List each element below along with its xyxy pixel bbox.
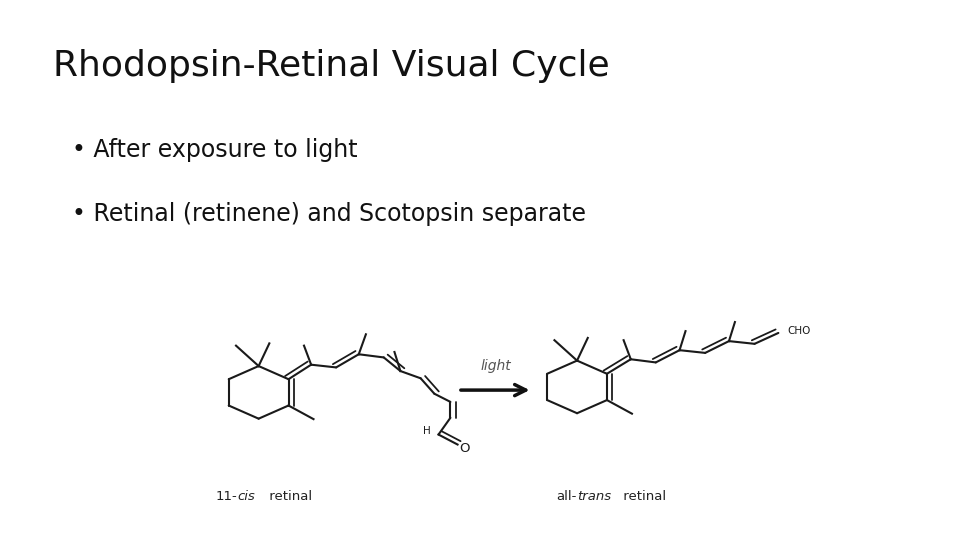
Text: 11-: 11- [216,490,238,503]
Text: retinal: retinal [265,490,312,503]
Text: cis: cis [238,490,255,503]
Text: trans: trans [577,490,612,503]
Text: O: O [460,442,470,455]
Text: H: H [422,426,430,436]
Text: Rhodopsin-Retinal Visual Cycle: Rhodopsin-Retinal Visual Cycle [53,49,610,83]
Text: • After exposure to light: • After exposure to light [72,138,358,161]
Text: all-: all- [557,490,577,503]
Text: • Retinal (retinene) and Scotopsin separate: • Retinal (retinene) and Scotopsin separ… [72,202,586,226]
Text: CHO: CHO [787,326,810,336]
Text: light: light [480,359,511,373]
Text: retinal: retinal [619,490,666,503]
